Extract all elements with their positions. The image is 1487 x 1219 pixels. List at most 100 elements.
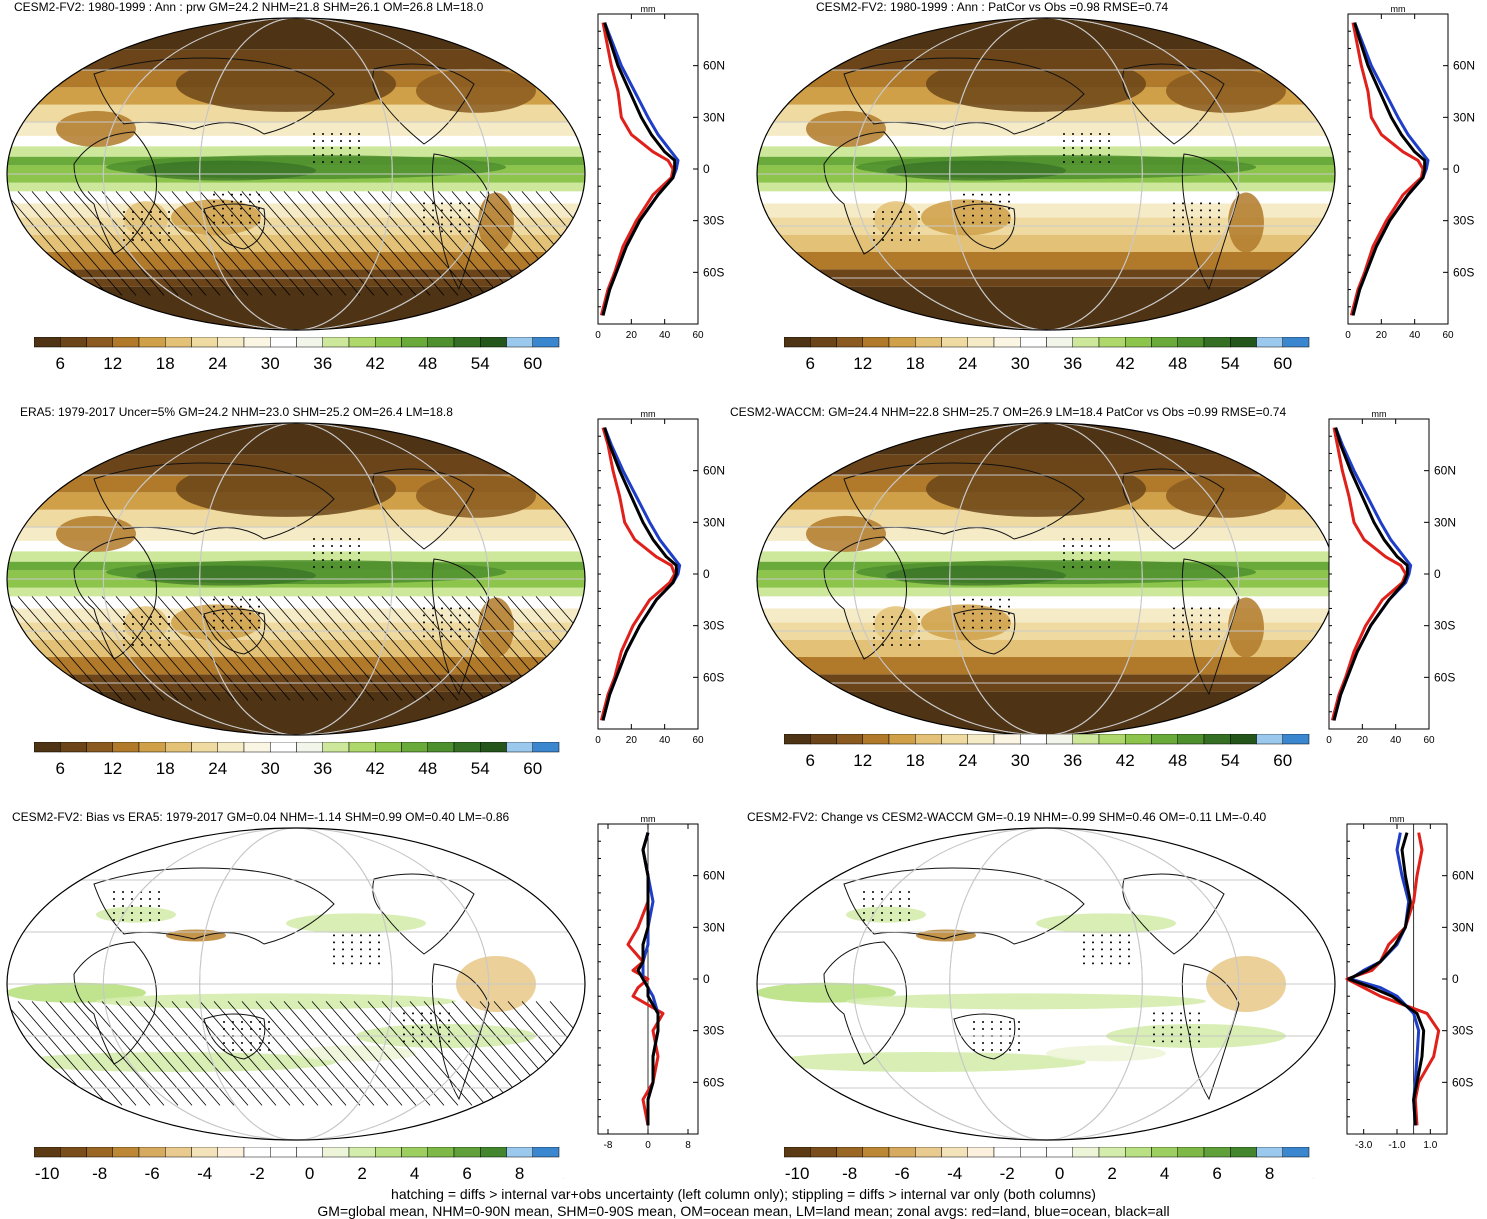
stipple-dot — [1209, 607, 1211, 610]
stipple-dot — [249, 221, 251, 224]
stipple-dot — [122, 898, 124, 900]
stipple-dot — [890, 919, 892, 921]
stipple-dot — [1218, 614, 1220, 617]
stipple-dot — [123, 232, 125, 234]
colorbar-label: 6 — [462, 1164, 471, 1183]
stipple-dot — [241, 1028, 243, 1030]
map-band — [7, 234, 585, 252]
colorbar-cell — [810, 337, 837, 348]
stipple-dot — [450, 635, 452, 638]
x-tick-label: 20 — [1357, 735, 1369, 746]
stipple-dot — [213, 200, 215, 203]
stipple-dot — [909, 239, 911, 241]
colorbar-cell — [243, 1147, 271, 1158]
zonal-unit-label: mm — [641, 409, 656, 419]
map-anomaly-region — [846, 993, 1206, 1010]
zonal-mean-plot-e: mm 60N 30N 0 30S 60S -8 0 8 — [597, 814, 725, 1151]
zonal-series-all — [601, 427, 678, 721]
map-dry-region — [56, 515, 136, 552]
map-anomaly-region — [1036, 913, 1176, 934]
stipple-dot — [213, 605, 215, 608]
stipple-dot — [113, 912, 115, 914]
stipple-dot — [423, 621, 425, 624]
stipple-dot — [881, 898, 883, 900]
stipple-dot — [421, 1026, 423, 1029]
stipple-dot — [882, 644, 884, 646]
stipple-dot — [1191, 635, 1193, 638]
stipple-dot — [448, 1019, 450, 1022]
stipple-dot — [459, 230, 461, 233]
stipple-dot — [258, 612, 260, 615]
stipple-dot — [231, 200, 233, 203]
stipple-dot — [1090, 566, 1092, 568]
panel-d: CESM2-WACCM: GM=24.4 NHM=22.8 SHM=25.7 O… — [730, 405, 1470, 805]
stipple-dot — [141, 239, 143, 241]
continent-outline — [73, 536, 157, 660]
stipple-dot — [123, 623, 125, 625]
map-dry-region — [1166, 68, 1286, 113]
stipple-dot — [1128, 962, 1130, 965]
stipple-dot — [1153, 1012, 1155, 1015]
x-tick-label: 0 — [1326, 735, 1332, 746]
stipple-dot — [1063, 147, 1065, 149]
stipple-dot — [972, 605, 974, 608]
stipple-dot — [1108, 154, 1110, 156]
stipple-dot — [322, 133, 324, 135]
colorbar-cell — [967, 337, 995, 348]
colorbar-cell — [1046, 1147, 1073, 1158]
stipple-dot — [1081, 545, 1083, 547]
colorbar-cell — [1282, 734, 1310, 745]
stipple-dot — [140, 919, 142, 921]
stipple-dot — [981, 193, 983, 196]
colorbar-cell — [322, 337, 350, 348]
stipple-dot — [891, 637, 893, 639]
map-band — [757, 104, 1335, 122]
stipple-dot — [268, 1028, 270, 1030]
stipple-dot — [132, 637, 134, 639]
colorbar-e: -10 -8 -6 -4 -2 0 2 4 6 8 10 — [34, 1147, 564, 1183]
stipple-dot — [1099, 133, 1101, 135]
panel-title: CESM2-WACCM: GM=24.4 NHM=22.8 SHM=25.7 O… — [730, 405, 1287, 419]
stipple-dot — [1083, 948, 1085, 951]
stipple-dot — [322, 566, 324, 568]
colorbar-cell — [532, 337, 560, 348]
zonal-series-land — [1349, 22, 1425, 316]
stipple-dot — [448, 1012, 450, 1015]
colorbar-label: 36 — [1063, 354, 1082, 373]
stipple-dot — [331, 538, 333, 540]
stipple-dot — [231, 598, 233, 601]
stipple-dot — [149, 898, 151, 900]
stipple-dot — [1173, 209, 1175, 212]
colorbar-label: 42 — [1116, 354, 1135, 373]
stipple-dot — [450, 614, 452, 617]
stipple-dot — [423, 209, 425, 212]
stipple-dot — [222, 214, 224, 217]
stipple-dot — [223, 1042, 225, 1044]
zonal-mean-plot-a: mm 60N 30N 0 30S 60S 0 20 40 60 — [595, 4, 725, 341]
stipple-dot — [141, 218, 143, 220]
continent-outline — [203, 608, 266, 655]
colorbar-cell — [532, 742, 560, 753]
stipple-dot — [322, 147, 324, 149]
map-band — [7, 587, 585, 597]
stipple-dot — [1092, 955, 1094, 958]
stipple-dot — [1153, 1040, 1155, 1043]
stipple-dot — [459, 621, 461, 624]
stipple-dot — [1063, 538, 1065, 540]
map-core — [886, 565, 1066, 586]
colorbar-cell — [243, 742, 271, 753]
stipple-dot — [168, 616, 170, 618]
map-border — [6, 827, 586, 1141]
stipple-dot — [259, 1049, 261, 1051]
colorbar-label: -10 — [785, 1164, 810, 1183]
stipple-dot — [432, 628, 434, 631]
stipple-dot — [1198, 1033, 1200, 1036]
continent-outline — [823, 536, 907, 660]
stipple-dot — [1008, 612, 1010, 615]
stipple-dot — [331, 161, 333, 163]
colorbar-label: 18 — [906, 751, 925, 770]
stipple-dot — [150, 644, 152, 646]
stipple-dot — [999, 598, 1001, 601]
stipple-dot — [150, 239, 152, 241]
colorbar-cell — [1072, 1147, 1100, 1158]
